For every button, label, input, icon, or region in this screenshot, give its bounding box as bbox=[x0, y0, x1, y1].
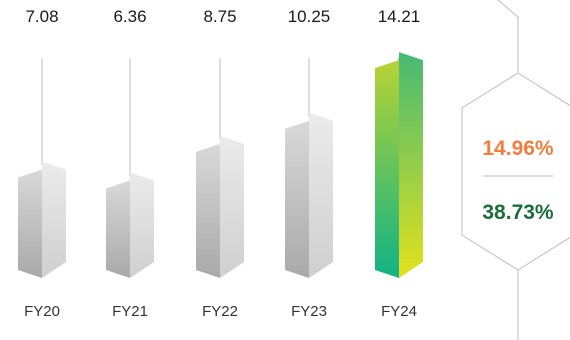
value-label-fy21: 6.36 bbox=[113, 7, 146, 26]
value-label-fy22: 8.75 bbox=[203, 7, 236, 26]
bar-left-face-fy20 bbox=[18, 169, 42, 278]
panel-top-line bbox=[497, 0, 519, 73]
growth-panel: 14.96% 38.73% bbox=[461, 0, 570, 340]
growth-hexagon bbox=[461, 72, 570, 271]
growth-metric-1: 14.96% bbox=[482, 137, 554, 160]
value-label-fy24: 14.21 bbox=[378, 7, 421, 26]
bar-left-face-fy22 bbox=[196, 143, 220, 278]
category-label-fy24: FY24 bbox=[381, 303, 417, 320]
category-label-fy23: FY23 bbox=[291, 303, 327, 320]
category-label-fy21: FY21 bbox=[112, 303, 148, 320]
category-label-fy20: FY20 bbox=[24, 303, 60, 320]
bar-right-face-fy24 bbox=[399, 52, 423, 278]
bar-right-face-fy20 bbox=[42, 161, 66, 278]
bar-right-face-fy21 bbox=[130, 172, 154, 278]
labels-layer: 7.08 FY20 6.36 FY21 8.75 FY22 10.25 FY23 14.21 FY… bbox=[24, 7, 420, 320]
bar-left-face-fy21 bbox=[106, 180, 130, 278]
value-label-fy20: 7.08 bbox=[25, 7, 58, 26]
value-label-fy23: 10.25 bbox=[288, 7, 331, 26]
bar-left-face-fy23 bbox=[285, 120, 309, 278]
bar-left-face-fy24 bbox=[375, 60, 399, 278]
category-label-fy22: FY22 bbox=[202, 303, 238, 320]
bar-right-face-fy22 bbox=[220, 135, 244, 278]
bar-right-face-fy23 bbox=[309, 112, 333, 278]
bars-layer bbox=[18, 52, 423, 278]
growth-metric-2: 38.73% bbox=[482, 201, 554, 224]
